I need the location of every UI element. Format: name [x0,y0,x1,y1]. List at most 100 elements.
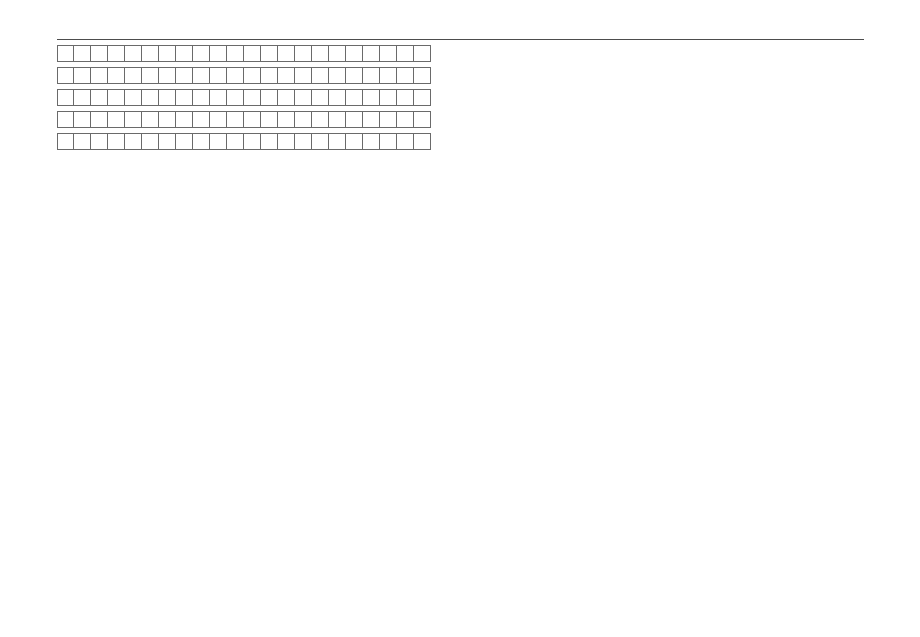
grid-cell[interactable] [244,89,261,106]
grid-cell[interactable] [193,133,210,150]
grid-cell[interactable] [57,89,74,106]
grid-cell[interactable] [74,67,91,84]
grid-cell[interactable] [346,67,363,84]
grid-cell[interactable] [397,133,414,150]
grid-cell[interactable] [74,89,91,106]
grid-cell[interactable] [142,111,159,128]
grid-cell[interactable] [210,45,227,62]
grid-cell[interactable] [414,45,431,62]
grid-cell[interactable] [193,89,210,106]
grid-cell[interactable] [414,111,431,128]
grid-cell[interactable] [312,111,329,128]
grid-cell[interactable] [278,45,295,62]
grid-cell[interactable] [261,89,278,106]
grid-cell[interactable] [125,133,142,150]
grid-cell[interactable] [329,89,346,106]
grid-cell[interactable] [108,45,125,62]
grid-cell[interactable] [278,89,295,106]
grid-cell[interactable] [380,111,397,128]
grid-cell[interactable] [108,133,125,150]
grid-cell[interactable] [346,111,363,128]
grid-cell[interactable] [176,67,193,84]
grid-cell[interactable] [176,133,193,150]
grid-cell[interactable] [108,111,125,128]
grid-cell[interactable] [176,45,193,62]
grid-cell[interactable] [159,67,176,84]
grid-cell[interactable] [295,111,312,128]
grid-cell[interactable] [227,89,244,106]
grid-cell[interactable] [329,133,346,150]
grid-cell[interactable] [312,67,329,84]
grid-cell[interactable] [91,111,108,128]
grid-cell[interactable] [329,111,346,128]
grid-cell[interactable] [57,67,74,84]
grid-cell[interactable] [397,89,414,106]
grid-cell[interactable] [108,89,125,106]
grid-cell[interactable] [142,45,159,62]
grid-cell[interactable] [397,67,414,84]
grid-cell[interactable] [414,133,431,150]
grid-cell[interactable] [312,89,329,106]
grid-cell[interactable] [142,67,159,84]
grid-cell[interactable] [159,45,176,62]
grid-cell[interactable] [261,67,278,84]
grid-cell[interactable] [363,111,380,128]
grid-cell[interactable] [91,67,108,84]
grid-cell[interactable] [91,45,108,62]
grid-cell[interactable] [74,45,91,62]
grid-cell[interactable] [193,67,210,84]
grid-cell[interactable] [295,133,312,150]
grid-cell[interactable] [261,133,278,150]
grid-cell[interactable] [91,133,108,150]
grid-cell[interactable] [397,45,414,62]
grid-cell[interactable] [363,133,380,150]
grid-cell[interactable] [363,67,380,84]
grid-cell[interactable] [125,67,142,84]
grid-cell[interactable] [414,67,431,84]
grid-cell[interactable] [380,133,397,150]
grid-cell[interactable] [57,111,74,128]
grid-cell[interactable] [159,111,176,128]
grid-cell[interactable] [227,67,244,84]
grid-cell[interactable] [414,89,431,106]
grid-cell[interactable] [193,111,210,128]
grid-cell[interactable] [261,111,278,128]
grid-cell[interactable] [227,45,244,62]
grid-cell[interactable] [380,67,397,84]
grid-cell[interactable] [329,67,346,84]
grid-cell[interactable] [244,111,261,128]
grid-cell[interactable] [142,89,159,106]
grid-cell[interactable] [295,45,312,62]
grid-cell[interactable] [193,45,210,62]
grid-cell[interactable] [295,67,312,84]
grid-cell[interactable] [380,89,397,106]
grid-cell[interactable] [363,89,380,106]
grid-cell[interactable] [210,133,227,150]
grid-cell[interactable] [227,133,244,150]
grid-cell[interactable] [397,111,414,128]
grid-cell[interactable] [329,45,346,62]
grid-cell[interactable] [312,45,329,62]
grid-cell[interactable] [363,45,380,62]
grid-cell[interactable] [57,133,74,150]
grid-cell[interactable] [244,133,261,150]
grid-cell[interactable] [125,89,142,106]
grid-cell[interactable] [278,133,295,150]
grid-cell[interactable] [227,111,244,128]
grid-cell[interactable] [210,67,227,84]
grid-cell[interactable] [346,89,363,106]
grid-cell[interactable] [312,133,329,150]
grid-cell[interactable] [278,67,295,84]
grid-cell[interactable] [108,67,125,84]
grid-cell[interactable] [74,111,91,128]
grid-cell[interactable] [142,133,159,150]
grid-cell[interactable] [159,89,176,106]
grid-cell[interactable] [210,89,227,106]
grid-cell[interactable] [244,67,261,84]
grid-cell[interactable] [176,89,193,106]
grid-cell[interactable] [346,133,363,150]
grid-cell[interactable] [125,111,142,128]
grid-cell[interactable] [244,45,261,62]
grid-cell[interactable] [159,133,176,150]
grid-cell[interactable] [57,45,74,62]
